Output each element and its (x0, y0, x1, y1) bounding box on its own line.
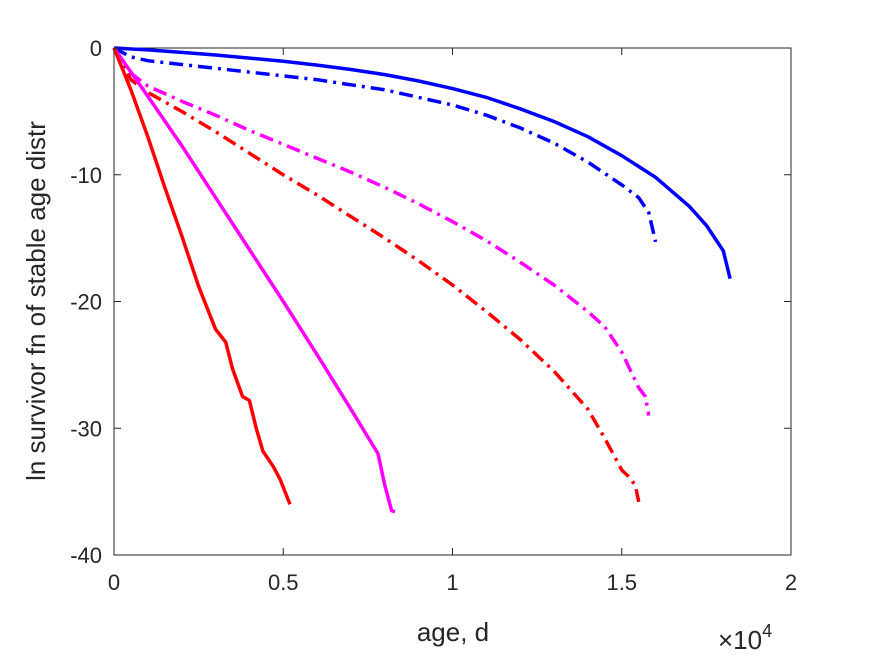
x-multiplier-label: ×104 (718, 621, 772, 655)
plot-area (113, 47, 792, 556)
series-line-5 (112, 46, 396, 514)
x-tick-label: 1.5 (606, 570, 637, 595)
series-line-3 (112, 47, 651, 416)
series-line-6 (112, 47, 292, 505)
y-tick-label: -40 (70, 543, 102, 568)
series-layer (112, 46, 732, 514)
x-multiplier-exponent: 4 (762, 621, 772, 641)
series-line-1 (113, 46, 732, 280)
x-tick-label: 0.5 (268, 570, 299, 595)
y-tick-label: 0 (90, 36, 102, 61)
ticks-layer: 0 0.5 1 1.5 2 0 -10 -20 -30 -40 (70, 36, 797, 595)
series-line-4 (112, 47, 641, 503)
x-axis-label: age, d (417, 617, 489, 647)
x-tick-label: 2 (785, 570, 797, 595)
y-tick-label: -30 (70, 416, 102, 441)
y-tick-label: -20 (70, 290, 102, 315)
x-tick-label: 1 (446, 570, 458, 595)
x-tick-label: 0 (108, 570, 120, 595)
y-axis-label: ln survivor fn of stable age distr (21, 121, 51, 481)
y-tick-label: -10 (70, 163, 102, 188)
series-line-2 (113, 46, 658, 243)
